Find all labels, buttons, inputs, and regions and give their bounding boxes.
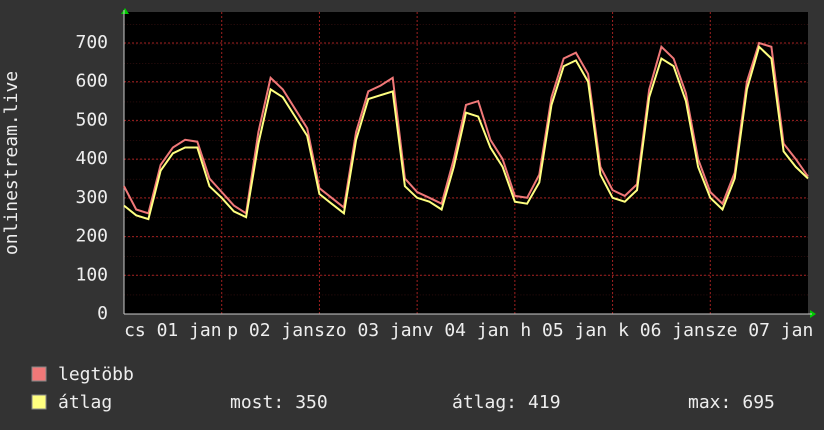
x-tick-label: sze 07 jan	[705, 320, 813, 341]
x-tick-label: h 05 jan	[520, 320, 607, 341]
summary-label: átlag:	[452, 392, 517, 413]
legend-swatch	[31, 394, 47, 410]
y-tick-label: 200	[75, 226, 108, 247]
axis-arrow	[810, 310, 816, 318]
y-tick-label: 300	[75, 187, 108, 208]
summary-value: 350	[295, 392, 328, 413]
y-tick-label: 0	[97, 303, 108, 324]
legend-label: legtöbb	[58, 364, 134, 385]
summary-label: max:	[688, 392, 731, 413]
minor-grid	[124, 12, 808, 314]
y-tick-label: 600	[75, 71, 108, 92]
x-tick-label: cs 01 jan	[124, 320, 222, 341]
summary-value: 419	[528, 392, 561, 413]
y-tick-label: 500	[75, 109, 108, 130]
series-line	[123, 41, 809, 215]
x-tick-label: szo 03 jan	[314, 320, 422, 341]
legend-swatch	[31, 366, 47, 382]
legend-label: átlag	[58, 392, 112, 413]
y-axis-label: onlinestream.live	[1, 71, 22, 255]
series-line	[123, 44, 809, 221]
y-tick-label: 100	[75, 264, 108, 285]
x-tick-label: k 06 jan	[618, 320, 705, 341]
x-tick-label: v 04 jan	[423, 320, 510, 341]
x-tick-label: p 02 jan	[227, 320, 314, 341]
y-tick-label: 400	[75, 148, 108, 169]
summary-value: 695	[742, 392, 775, 413]
axis-arrow	[121, 8, 129, 14]
y-tick-label: 700	[75, 32, 108, 53]
summary-label: most:	[230, 392, 284, 413]
